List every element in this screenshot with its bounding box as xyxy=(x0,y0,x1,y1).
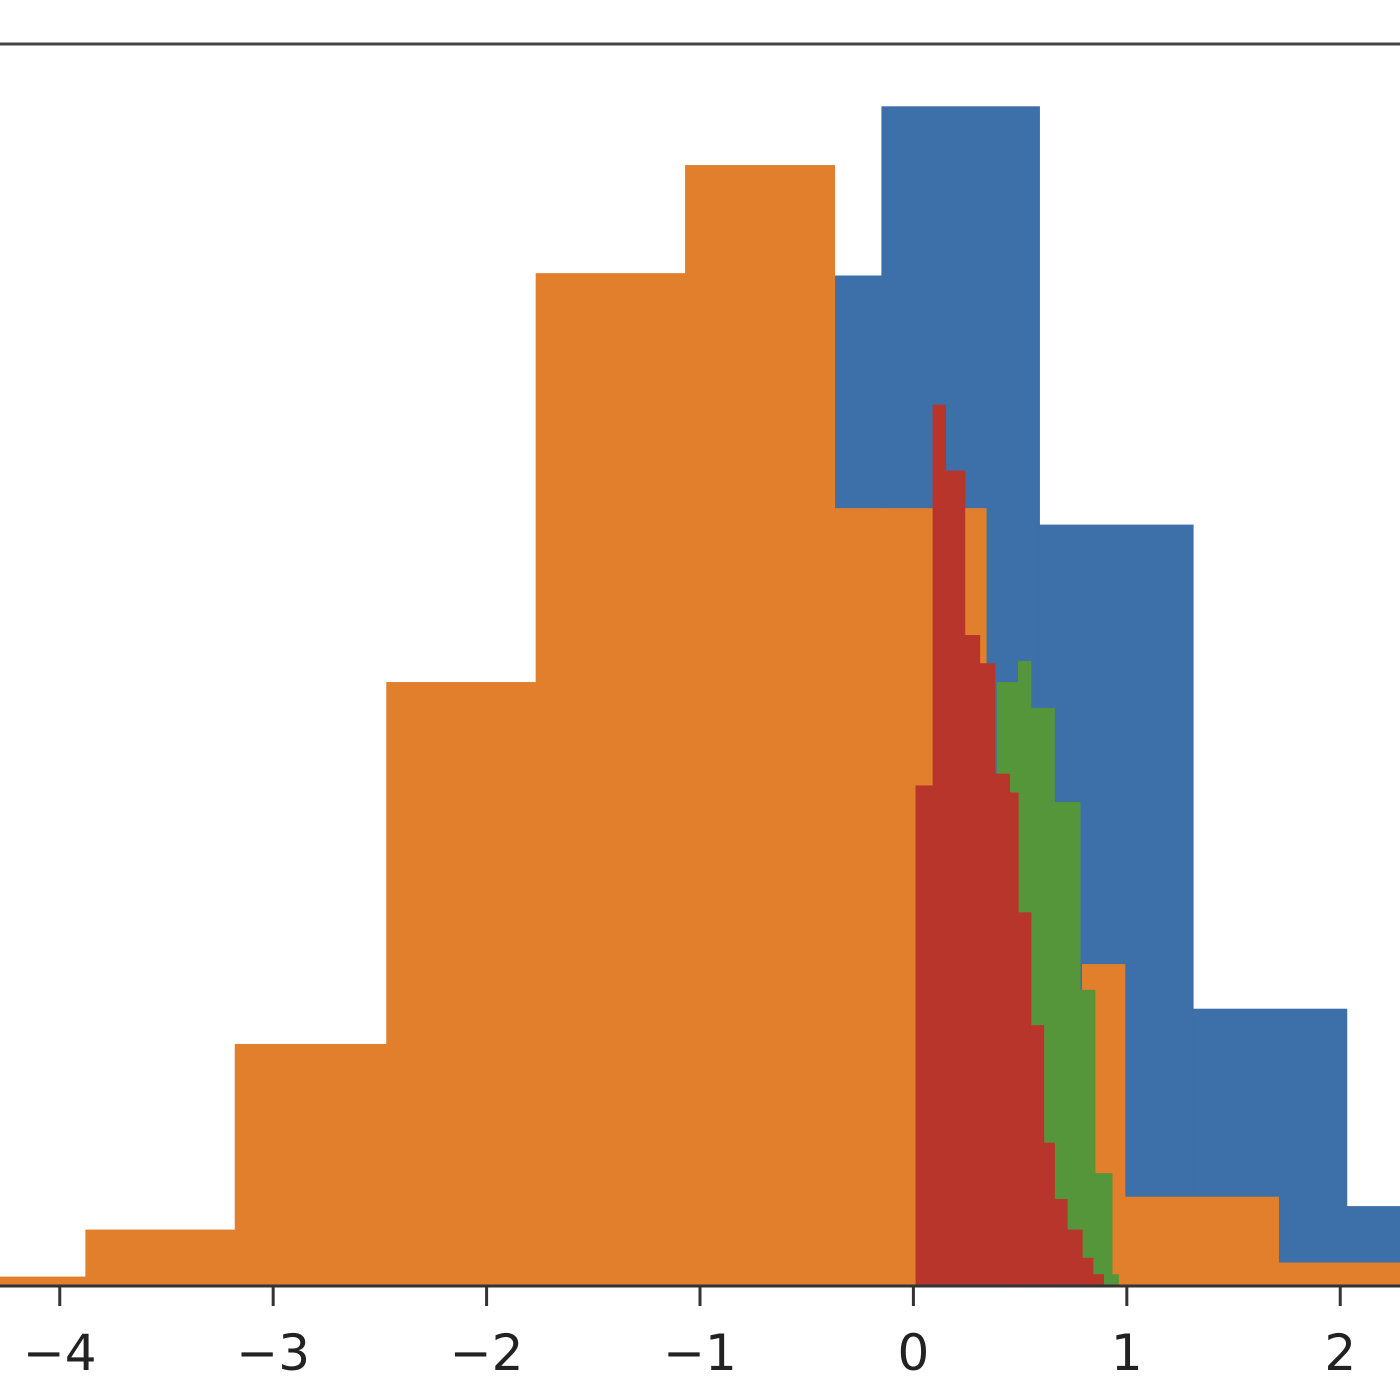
histogram-bar xyxy=(945,470,966,1286)
histogram-bar xyxy=(1017,912,1032,1286)
histogram-bar xyxy=(1111,1274,1119,1286)
bars-layer xyxy=(0,106,1400,1286)
histogram-bar xyxy=(234,1043,387,1286)
series-1 xyxy=(0,165,1400,1286)
histogram-bar xyxy=(1009,792,1019,1286)
x-tick-label: −1 xyxy=(663,1324,737,1382)
histogram-bar xyxy=(1079,989,1096,1286)
series-3 xyxy=(915,404,1104,1286)
x-tick-label: 1 xyxy=(1111,1324,1143,1382)
histogram-bar xyxy=(1043,1142,1055,1286)
histogram-bar xyxy=(535,273,686,1286)
histogram-bar xyxy=(979,663,996,1286)
x-tick-label: −3 xyxy=(236,1324,310,1382)
x-tick-label: 0 xyxy=(898,1324,930,1382)
x-tick-label: −4 xyxy=(23,1324,97,1382)
histogram-bar xyxy=(915,785,934,1286)
histogram-bar xyxy=(932,404,947,1286)
x-tick-label: −2 xyxy=(450,1324,524,1382)
histogram-bar xyxy=(85,1229,236,1286)
histogram-bar xyxy=(964,635,981,1286)
histogram-bar xyxy=(1067,1229,1083,1286)
histogram-bar xyxy=(0,1276,86,1286)
x-tick-label: 2 xyxy=(1324,1324,1356,1382)
histogram-bar xyxy=(994,773,1011,1286)
histogram-bar xyxy=(386,682,537,1286)
histogram-bar xyxy=(685,165,836,1286)
histogram-bar xyxy=(1278,1262,1400,1286)
histogram-bar xyxy=(1054,1199,1068,1286)
histogram-bar xyxy=(1094,1173,1113,1286)
histogram-bar xyxy=(1124,1196,1279,1286)
histogram-bar xyxy=(1092,1274,1104,1286)
histogram-bar xyxy=(1030,1025,1045,1286)
x-axis-ticks: −4 −3 −2 −1 0 1 2 xyxy=(23,1286,1356,1382)
histogram-bar xyxy=(1082,1257,1094,1286)
